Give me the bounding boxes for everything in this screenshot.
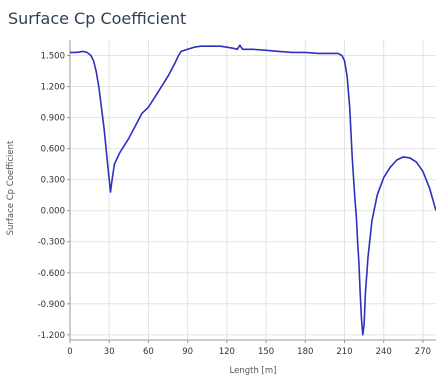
ticks-layer: 1.500 1.200 0.900 0.600 0.300 0.000 -0.300 -0.6…	[38, 52, 431, 357]
series-layer	[70, 44, 436, 336]
x-tick-label: 60	[143, 347, 154, 357]
x-tick-label: 180	[297, 347, 313, 357]
series-line	[70, 44, 436, 336]
y-tick-label: -1.200	[38, 331, 65, 341]
y-tick-label: -0.900	[38, 300, 65, 310]
y-tick-label: 0.900	[41, 114, 65, 124]
y-tick-label: 1.200	[41, 83, 65, 93]
x-tick-label: 150	[258, 347, 274, 357]
x-tick-label: 120	[219, 347, 235, 357]
y-tick-label: 0.600	[41, 145, 65, 155]
y-axis-title: Surface Cp Coefficient	[6, 140, 16, 235]
x-tick-label: 270	[415, 347, 431, 357]
x-axis-title: Length [m]	[230, 366, 277, 376]
plot-area	[70, 40, 436, 340]
window-title: Surface Cp Coefficient	[8, 9, 187, 28]
axis-layer	[69, 40, 436, 341]
y-tick-label: 1.500	[41, 52, 65, 62]
x-tick-label: 0	[67, 347, 72, 357]
x-tick-label: 210	[336, 347, 352, 357]
y-tick-label: 0.000	[41, 207, 65, 217]
y-tick-label: -0.300	[38, 238, 65, 248]
x-tick-label: 90	[182, 347, 193, 357]
y-tick-label: 0.300	[41, 176, 65, 186]
x-tick-label: 30	[104, 347, 115, 357]
x-tick-label: 240	[376, 347, 392, 357]
y-tick-label: -0.600	[38, 269, 65, 279]
